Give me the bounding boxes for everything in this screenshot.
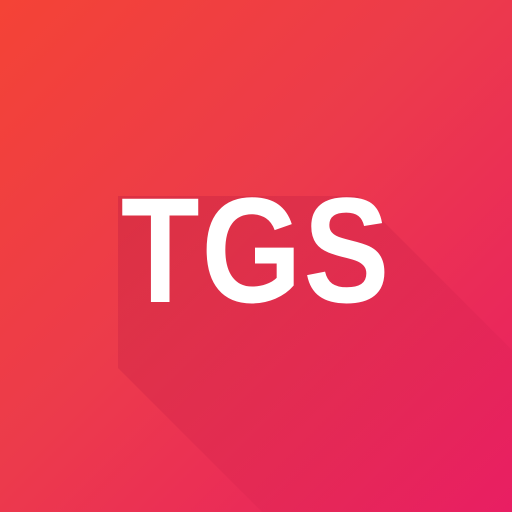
logo-text: TGS: [120, 166, 392, 334]
